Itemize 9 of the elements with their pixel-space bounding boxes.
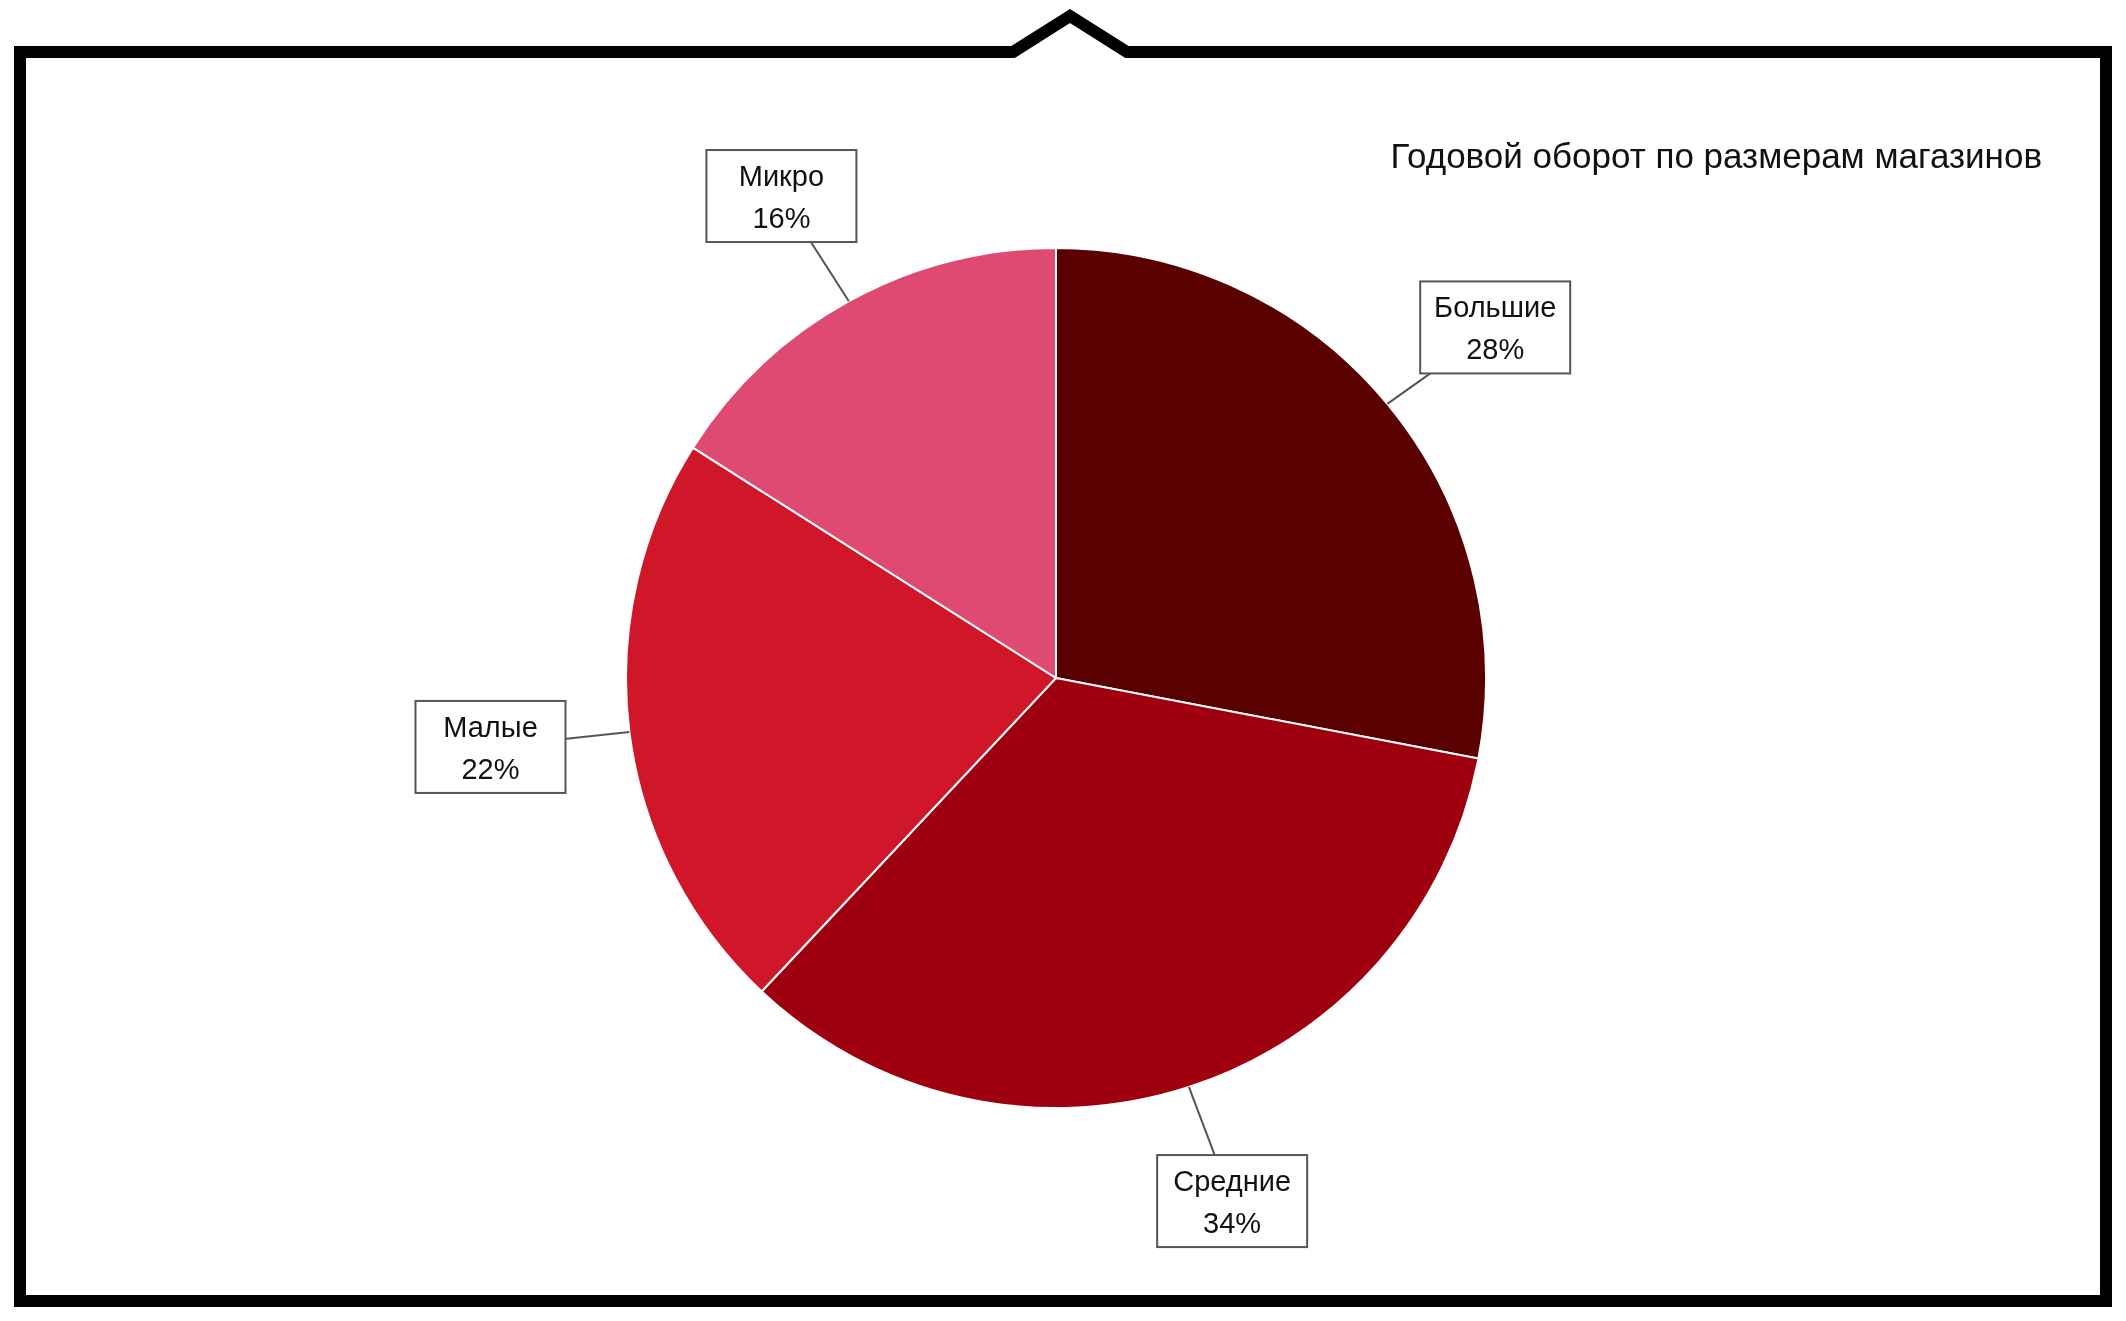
data-label: 22% bbox=[461, 752, 520, 785]
slice-label: Средние bbox=[1173, 1165, 1292, 1198]
data-label: 28% bbox=[1466, 333, 1525, 366]
text: Годовой оборот по размерам магазинов bbox=[1390, 136, 2042, 175]
data-label: 16% bbox=[752, 202, 811, 235]
slice-label: Микро bbox=[738, 160, 825, 193]
slice-label: Малые bbox=[443, 710, 538, 743]
data-label: 34% bbox=[1203, 1207, 1262, 1240]
slice-label: Большие bbox=[1434, 291, 1557, 324]
